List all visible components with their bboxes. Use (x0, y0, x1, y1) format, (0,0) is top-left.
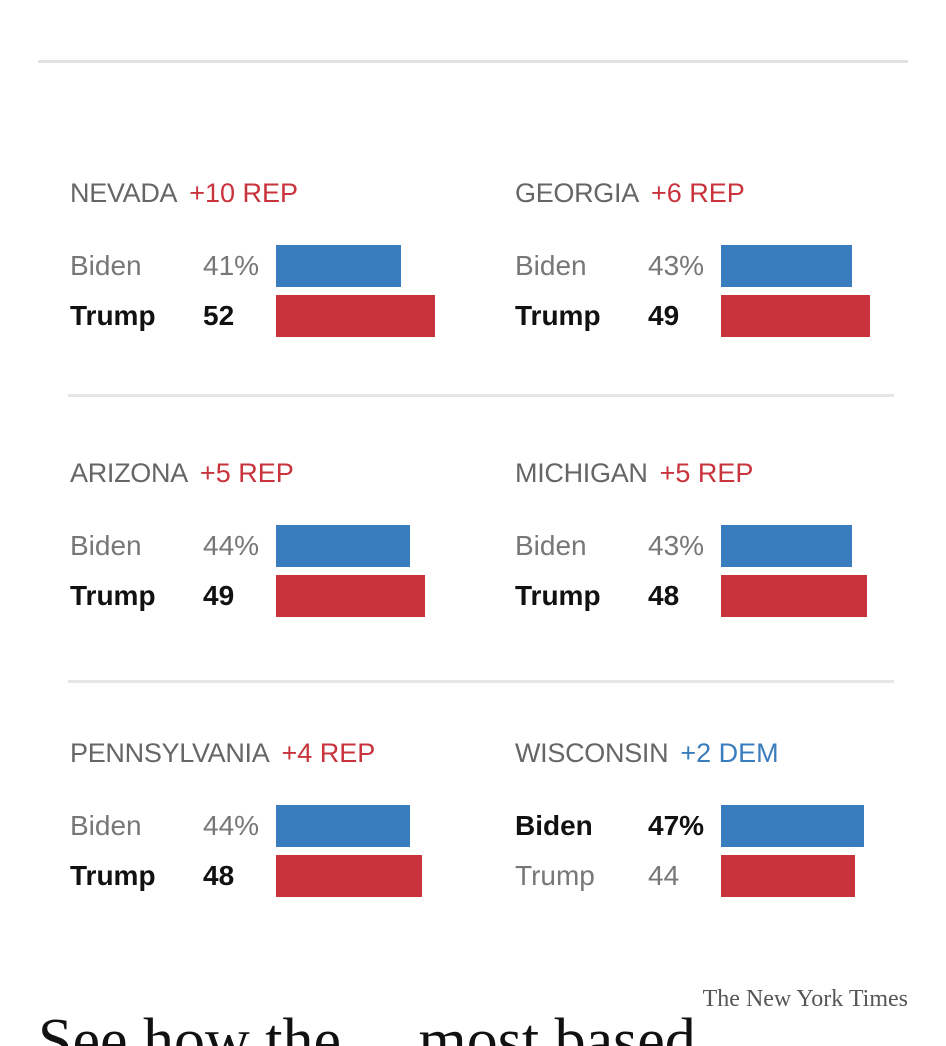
candidate-row-trump: Trump 48 (515, 575, 915, 617)
state-margin: +6 REP (650, 178, 745, 208)
candidate-row-biden: Biden 44% (70, 805, 470, 847)
candidate-row-biden: Biden 44% (70, 525, 470, 567)
candidate-row-trump: Trump 49 (515, 295, 915, 337)
candidate-row-trump: Trump 48 (70, 855, 470, 897)
top-divider (38, 60, 908, 63)
candidate-percent: 43% (648, 250, 705, 281)
state-header: PENNSYLVANIA +4 REP (70, 736, 375, 770)
state-margin: +5 REP (199, 458, 294, 488)
candidate-percent: 44% (203, 530, 260, 561)
candidate-percent: 48 (203, 860, 235, 891)
state-panel-wisconsin: WISCONSIN +2 DEM Biden 47% Trump 44 (515, 736, 915, 897)
candidate-name: Biden (70, 250, 142, 281)
state-name: MICHIGAN (515, 458, 648, 488)
candidate-name: Trump (70, 580, 156, 611)
state-header: WISCONSIN +2 DEM (515, 736, 779, 770)
state-margin: +10 REP (189, 178, 299, 208)
row-divider (68, 680, 894, 683)
state-header: MICHIGAN +5 REP (515, 456, 753, 490)
candidate-name: Trump (70, 300, 156, 331)
article-heading-text: See how the ... most based (38, 1010, 696, 1046)
state-panel-pennsylvania: PENNSYLVANIA +4 REP Biden 44% Trump 48 (70, 736, 470, 897)
candidate-name: Trump (515, 580, 601, 611)
candidate-percent: 44% (203, 810, 260, 841)
bar-trump (276, 575, 425, 617)
state-panel-nevada: NEVADA +10 REP Biden 41% Trump 52 (70, 176, 470, 337)
candidate-name: Biden (515, 530, 587, 561)
state-header: GEORGIA +6 REP (515, 176, 745, 210)
candidate-row-biden: Biden 41% (70, 245, 470, 287)
state-header: ARIZONA +5 REP (70, 456, 294, 490)
bar-biden (721, 245, 852, 287)
state-name: NEVADA (70, 178, 178, 208)
candidate-percent: 44 (648, 860, 680, 891)
source-credit: The New York Times (702, 986, 908, 1012)
state-panel-arizona: ARIZONA +5 REP Biden 44% Trump 49 (70, 456, 470, 617)
state-name: PENNSYLVANIA (70, 738, 270, 768)
bar-biden (721, 525, 852, 567)
candidate-row-biden: Biden 47% (515, 805, 915, 847)
article-heading-cutoff: See how the ... most based (38, 1010, 918, 1046)
bar-trump (276, 295, 435, 337)
bar-trump (721, 295, 870, 337)
state-margin: +2 DEM (680, 738, 779, 768)
state-header: NEVADA +10 REP (70, 176, 298, 210)
candidate-name: Biden (515, 810, 593, 841)
candidate-percent: 41% (203, 250, 260, 281)
state-name: WISCONSIN (515, 738, 669, 768)
bar-trump (721, 575, 867, 617)
candidate-name: Biden (70, 530, 142, 561)
candidate-percent: 48 (648, 580, 680, 611)
candidate-percent: 47% (648, 810, 705, 841)
state-margin: +4 REP (281, 738, 376, 768)
candidate-percent: 49 (203, 580, 235, 611)
candidate-row-biden: Biden 43% (515, 245, 915, 287)
bar-biden (276, 525, 410, 567)
candidate-name: Biden (70, 810, 142, 841)
candidate-name: Biden (515, 250, 587, 281)
candidate-percent: 49 (648, 300, 680, 331)
candidate-row-trump: Trump 49 (70, 575, 470, 617)
state-panel-georgia: GEORGIA +6 REP Biden 43% Trump 49 (515, 176, 915, 337)
candidate-name: Trump (515, 300, 601, 331)
candidate-row-trump: Trump 52 (70, 295, 470, 337)
state-name: GEORGIA (515, 178, 639, 208)
candidate-percent: 43% (648, 530, 705, 561)
candidate-row-trump: Trump 44 (515, 855, 915, 897)
state-margin: +5 REP (659, 458, 754, 488)
row-divider (68, 394, 894, 397)
bar-biden (276, 245, 401, 287)
bar-biden (721, 805, 864, 847)
bar-trump (276, 855, 422, 897)
candidate-name: Trump (515, 860, 595, 891)
candidate-row-biden: Biden 43% (515, 525, 915, 567)
candidate-name: Trump (70, 860, 156, 891)
state-panel-michigan: MICHIGAN +5 REP Biden 43% Trump 48 (515, 456, 915, 617)
state-name: ARIZONA (70, 458, 188, 488)
candidate-percent: 52 (203, 300, 235, 331)
bar-trump (721, 855, 855, 897)
bar-biden (276, 805, 410, 847)
